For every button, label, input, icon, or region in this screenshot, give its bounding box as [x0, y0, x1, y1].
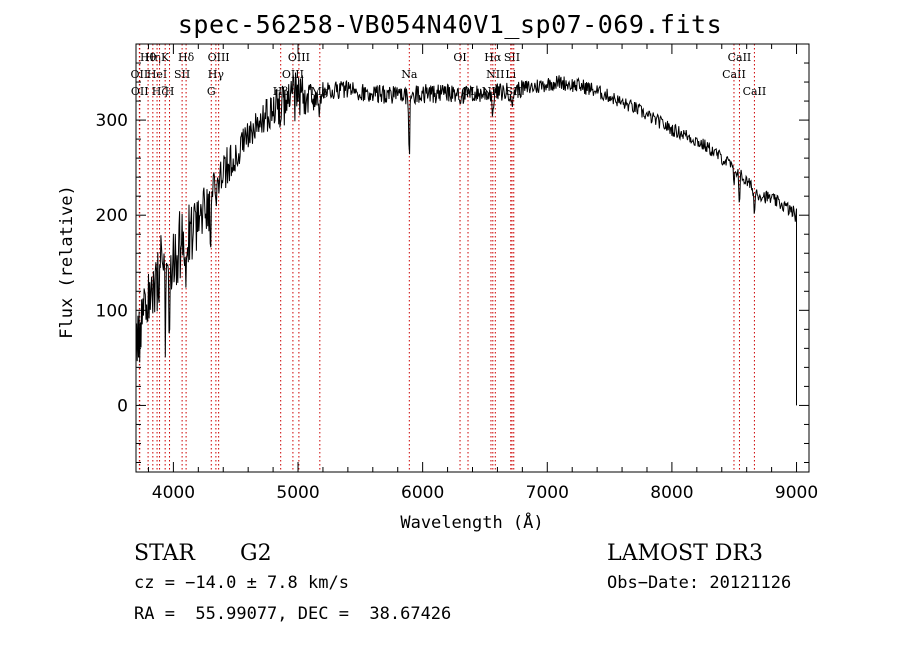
redshift-readout: cz = −14.0 ± 7.8 km/s: [134, 573, 349, 593]
spectral-line-label-16: Mg: [311, 85, 329, 98]
object-subclass: G2: [240, 541, 272, 566]
spectral-line-label-18: OI: [453, 51, 466, 64]
y-tick-label-200: 200: [96, 206, 128, 226]
x-tick-label-7000: 7000: [526, 483, 569, 503]
object-type: STAR: [134, 541, 195, 566]
x-tick-label-4000: 4000: [152, 483, 195, 503]
spectral-line-label-7: H: [165, 85, 175, 98]
chart-title: spec-56258-VB054N40V1_sp07-069.fits: [177, 10, 723, 39]
spectral-line-label-17: Na: [401, 68, 418, 81]
y-axis-label: Flux (relative): [57, 185, 77, 339]
survey-name: LAMOST DR3: [607, 541, 763, 566]
spectral-line-label-6: K: [161, 51, 170, 64]
spectral-line-label-11: Hγ: [208, 68, 225, 81]
spectral-line-label-3: Hη: [145, 51, 161, 64]
x-tick-label-9000: 9000: [775, 483, 818, 503]
spectral-line-label-10: G: [207, 85, 216, 98]
spectral-line-label-12: OIII: [208, 51, 230, 64]
spectral-line-label-8: SII: [174, 68, 190, 81]
spectral-line-label-0: OII: [131, 68, 149, 81]
axes: 4000 5000 6000 7000 8000 9000 0 100 200 300: [96, 44, 818, 503]
spectral-line-label-1: OII: [131, 85, 149, 98]
spectral-line-label-23: Li: [505, 68, 516, 81]
flux-series: [135, 72, 797, 406]
spectral-line-label-24: SII: [504, 51, 520, 64]
y-tick-label-100: 100: [96, 301, 128, 321]
coordinates-readout: RA = 55.99077, DEC = 38.67426: [134, 604, 452, 624]
observation-date: Obs−Date: 20121126: [607, 573, 792, 593]
x-tick-label-5000: 5000: [276, 483, 319, 503]
spectral-line-label-13: Hβ: [273, 85, 289, 98]
spectral-line-label-27: CaII: [728, 51, 752, 64]
plot-frame: [135, 43, 810, 473]
spectral-line-label-26: CaII: [722, 68, 746, 81]
spectral-line-markers: OIIOIIHθHηHeIHζKHSIIHδGHγOIIIHβOIIIOIIIM…: [131, 44, 767, 472]
y-tick-label-300: 300: [96, 111, 128, 131]
x-axis-label: Wavelength (Å): [400, 511, 543, 533]
spectral-line-label-22: NII: [486, 68, 504, 81]
spectral-line-label-28: CaII: [743, 85, 767, 98]
spectral-line-label-5: Hζ: [152, 85, 168, 98]
spectral-line-label-15: OIII: [288, 51, 310, 64]
spectral-line-label-21: Hα: [484, 51, 502, 64]
spectral-line-label-4: HeI: [147, 68, 167, 81]
x-tick-label-8000: 8000: [650, 483, 693, 503]
x-tick-label-6000: 6000: [401, 483, 444, 503]
spectral-line-label-9: Hδ: [178, 51, 195, 64]
y-tick-label-0: 0: [117, 396, 128, 416]
